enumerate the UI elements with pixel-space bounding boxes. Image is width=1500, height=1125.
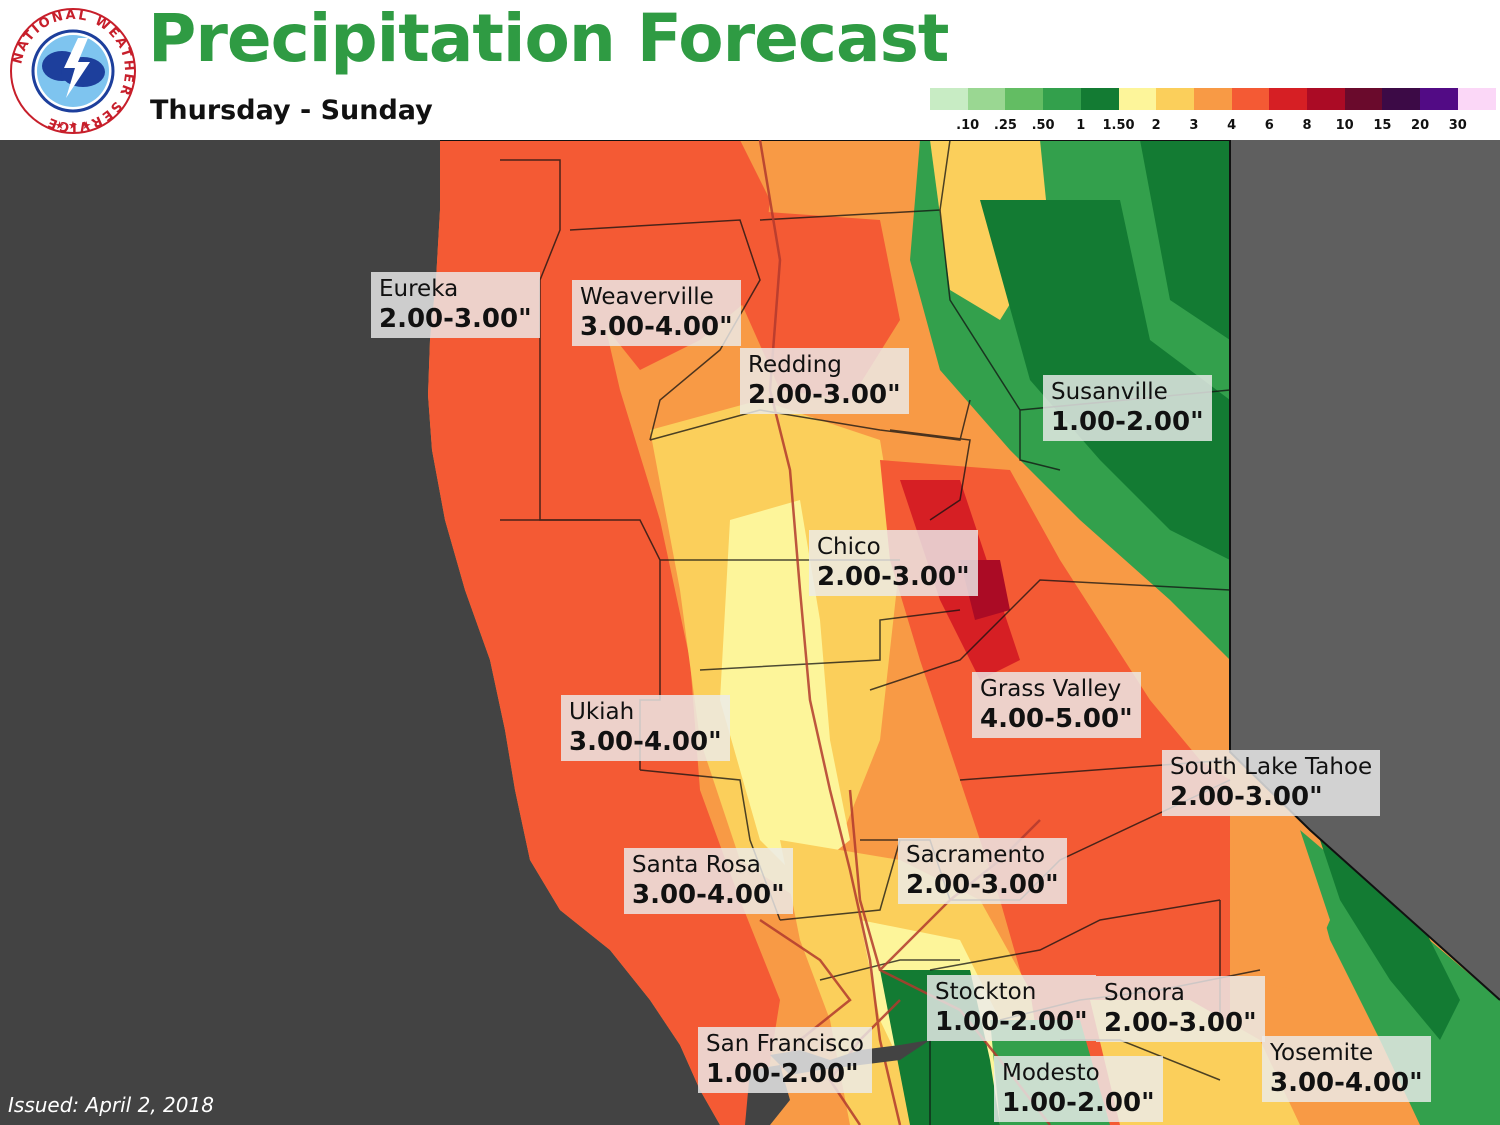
city-label-grass-valley: Grass Valley 4.00-5.00" [972, 672, 1141, 738]
city-label-modesto: Modesto 1.00-2.00" [994, 1056, 1163, 1122]
legend-label: 10 [1335, 118, 1354, 133]
legend-label: 3 [1189, 118, 1199, 133]
city-label-sonora: Sonora 2.00-3.00" [1096, 976, 1265, 1042]
legend-swatch [967, 88, 1006, 110]
city-label-redding: Redding 2.00-3.00" [740, 348, 909, 414]
city-label-susanville: Susanville 1.00-2.00" [1043, 375, 1212, 441]
issued-date: Issued: April 2, 2018 [8, 1093, 214, 1117]
city-name: Chico [817, 534, 881, 560]
city-label-san-francisco: San Francisco 1.00-2.00" [698, 1027, 873, 1093]
legend-swatch [1382, 88, 1421, 110]
city-name: Redding [748, 352, 842, 378]
legend-swatch [1420, 88, 1459, 110]
page-subtitle: Thursday - Sunday [150, 95, 433, 126]
legend-swatch [1193, 88, 1232, 110]
precip-map [0, 140, 1500, 1125]
header: NATIONAL WEATHER SERVICE ★ ★ ★ Precipita… [0, 0, 1500, 140]
city-label-yosemite: Yosemite 3.00-4.00" [1262, 1036, 1431, 1102]
city-range: 1.00-2.00" [706, 1059, 859, 1089]
city-name: Ukiah [569, 699, 635, 725]
city-label-stockton: Stockton 1.00-2.00" [927, 975, 1096, 1041]
city-range: 3.00-4.00" [569, 727, 722, 757]
precip-legend: .10 .25 .50 1 1.50 2 3 4 6 8 10 15 20 30 [930, 88, 1496, 138]
city-range: 2.00-3.00" [379, 304, 532, 334]
city-name: Sonora [1104, 980, 1185, 1006]
city-label-weaverville: Weaverville 3.00-4.00" [572, 280, 741, 346]
legend-label: 30 [1448, 118, 1467, 133]
city-name: Eureka [379, 276, 459, 302]
city-name: Santa Rosa [632, 852, 761, 878]
city-range: 3.00-4.00" [1270, 1068, 1423, 1098]
legend-swatch [930, 88, 968, 110]
city-range: 2.00-3.00" [748, 380, 901, 410]
city-name: Grass Valley [980, 676, 1122, 702]
legend-swatch [1269, 88, 1308, 110]
legend-label: .50 [1031, 118, 1055, 133]
legend-swatch [1344, 88, 1383, 110]
svg-text:★ ★ ★: ★ ★ ★ [55, 119, 92, 132]
legend-label: 1.50 [1102, 118, 1135, 133]
legend-swatch [1118, 88, 1157, 110]
legend-label: 2 [1151, 118, 1161, 133]
nws-logo: NATIONAL WEATHER SERVICE ★ ★ ★ [8, 6, 138, 136]
legend-swatch [1080, 88, 1119, 110]
city-name: Yosemite [1270, 1040, 1374, 1066]
page-title: Precipitation Forecast [148, 0, 949, 77]
legend-label: 8 [1302, 118, 1312, 133]
city-name: Weaverville [580, 284, 714, 310]
legend-swatch [1156, 88, 1195, 110]
city-range: 3.00-4.00" [632, 880, 785, 910]
legend-label: .25 [993, 118, 1017, 133]
legend-label: 6 [1264, 118, 1274, 133]
city-range: 1.00-2.00" [1051, 407, 1204, 437]
city-range: 2.00-3.00" [1104, 1008, 1257, 1038]
city-name: Susanville [1051, 379, 1168, 405]
legend-swatch [1307, 88, 1345, 110]
legend-swatch [1231, 88, 1270, 110]
city-range: 1.00-2.00" [1002, 1088, 1155, 1118]
city-label-chico: Chico 2.00-3.00" [809, 530, 978, 596]
city-name: South Lake Tahoe [1170, 754, 1373, 780]
city-label-ukiah: Ukiah 3.00-4.00" [561, 695, 730, 761]
legend-label: .10 [956, 118, 980, 133]
city-range: 2.00-3.00" [906, 870, 1059, 900]
city-name: San Francisco [706, 1031, 865, 1057]
legend-swatch [1005, 88, 1044, 110]
city-range: 3.00-4.00" [580, 312, 733, 342]
city-range: 4.00-5.00" [980, 704, 1133, 734]
legend-label: 4 [1227, 118, 1237, 133]
city-name: Sacramento [906, 842, 1046, 868]
legend-label: 20 [1411, 118, 1430, 133]
city-label-eureka: Eureka 2.00-3.00" [371, 272, 540, 338]
city-range: 1.00-2.00" [935, 1007, 1088, 1037]
legend-label: 15 [1373, 118, 1392, 133]
legend-label: 1 [1076, 118, 1086, 133]
city-label-sacramento: Sacramento 2.00-3.00" [898, 838, 1067, 904]
city-label-santa-rosa: Santa Rosa 3.00-4.00" [624, 848, 793, 914]
city-range: 2.00-3.00" [817, 562, 970, 592]
city-name: Stockton [935, 979, 1037, 1005]
city-range: 2.00-3.00" [1170, 782, 1323, 812]
legend-swatch [1043, 88, 1082, 110]
legend-swatch [1457, 88, 1496, 110]
city-label-south-lake-tahoe: South Lake Tahoe 2.00-3.00" [1162, 750, 1381, 816]
city-name: Modesto [1002, 1060, 1100, 1086]
